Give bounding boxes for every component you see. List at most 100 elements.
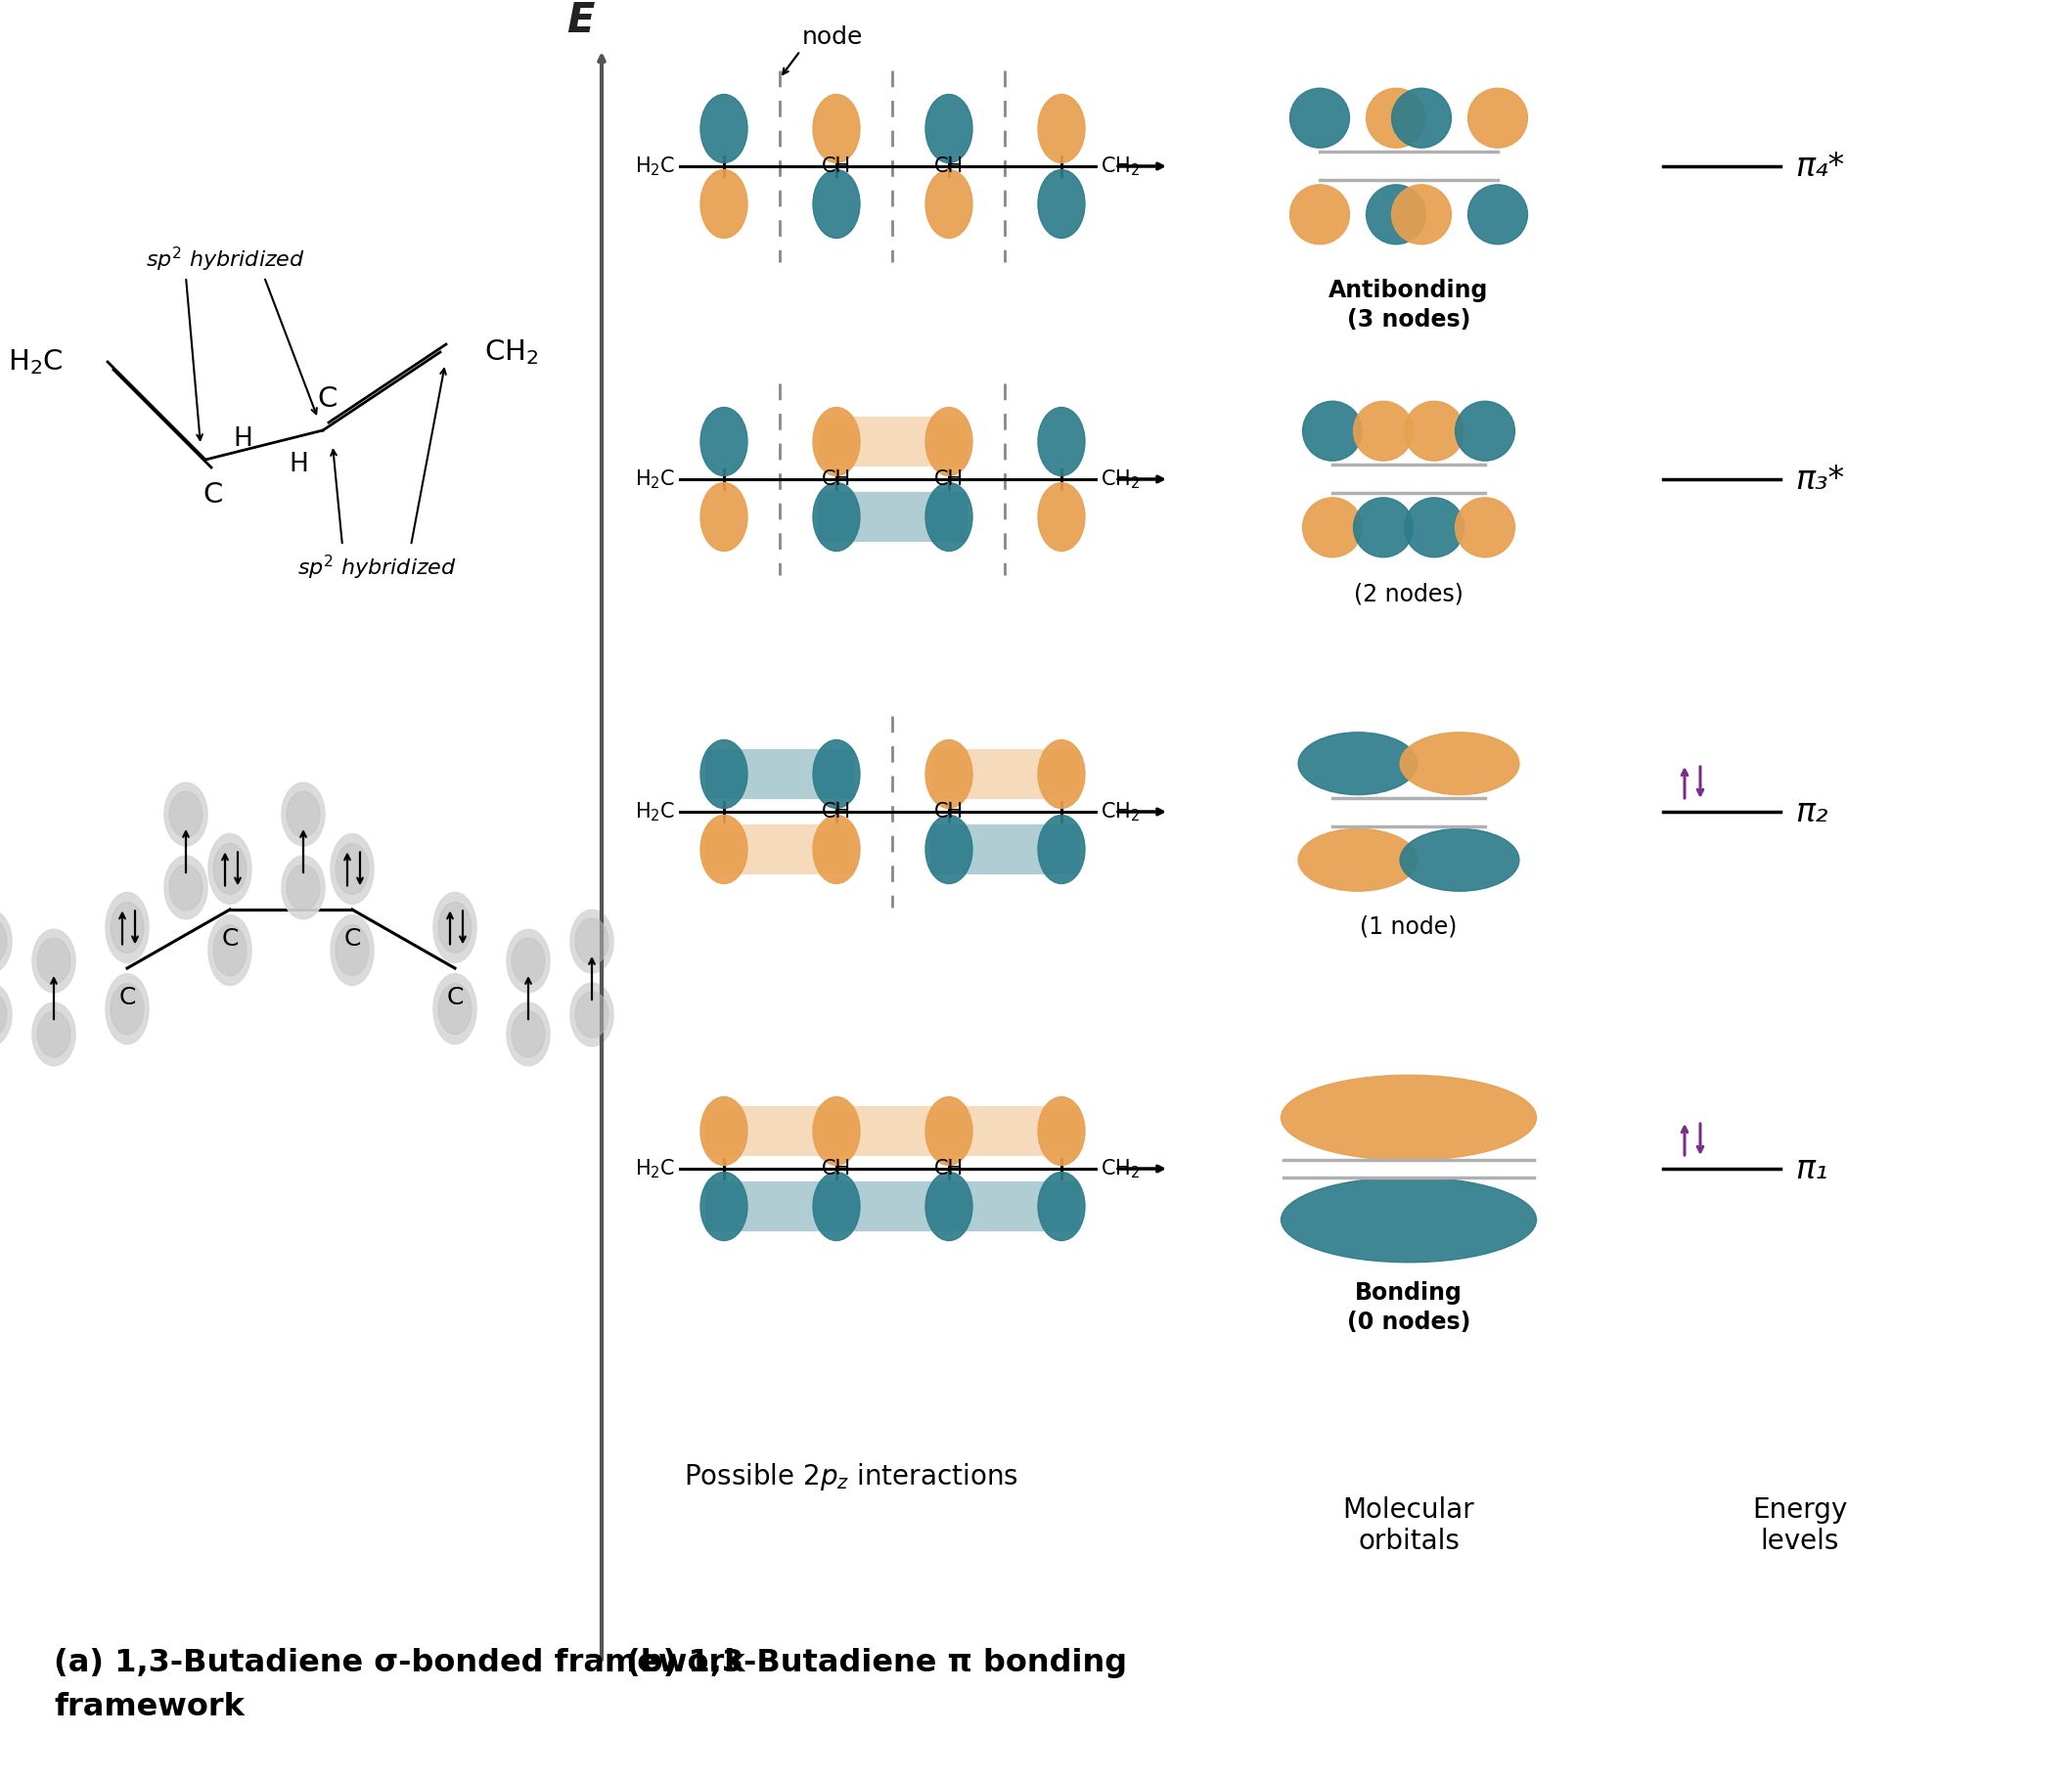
- Ellipse shape: [1365, 185, 1426, 244]
- Ellipse shape: [332, 834, 373, 904]
- Ellipse shape: [1299, 733, 1417, 795]
- Ellipse shape: [1353, 402, 1413, 461]
- Ellipse shape: [209, 834, 251, 904]
- Ellipse shape: [110, 984, 143, 1034]
- Text: node: node: [802, 25, 864, 48]
- Ellipse shape: [926, 407, 972, 475]
- Ellipse shape: [1401, 829, 1519, 891]
- Ellipse shape: [576, 918, 609, 964]
- Ellipse shape: [926, 815, 972, 884]
- Ellipse shape: [33, 1003, 75, 1066]
- FancyBboxPatch shape: [930, 749, 1080, 799]
- Ellipse shape: [106, 973, 149, 1044]
- Text: π₃*: π₃*: [1794, 463, 1844, 495]
- Text: C: C: [317, 386, 338, 413]
- Ellipse shape: [1038, 1172, 1086, 1240]
- Text: H: H: [232, 427, 253, 452]
- Ellipse shape: [700, 407, 748, 475]
- Text: CH: CH: [823, 802, 852, 822]
- Ellipse shape: [0, 984, 12, 1046]
- Ellipse shape: [336, 925, 369, 975]
- Ellipse shape: [512, 938, 545, 984]
- Text: (a) 1,3-Butadiene σ-bonded framework: (a) 1,3-Butadiene σ-bonded framework: [54, 1647, 746, 1678]
- Ellipse shape: [1280, 1075, 1537, 1160]
- Ellipse shape: [110, 902, 143, 954]
- FancyBboxPatch shape: [818, 416, 968, 466]
- Text: framework: framework: [54, 1692, 244, 1722]
- Ellipse shape: [1365, 89, 1426, 148]
- Ellipse shape: [926, 1098, 972, 1165]
- Ellipse shape: [433, 893, 477, 962]
- Text: CH: CH: [823, 470, 852, 489]
- FancyBboxPatch shape: [818, 491, 968, 543]
- Ellipse shape: [286, 865, 319, 911]
- Ellipse shape: [164, 856, 207, 920]
- Text: CH: CH: [934, 470, 963, 489]
- Ellipse shape: [1405, 498, 1465, 557]
- Ellipse shape: [1280, 1178, 1537, 1263]
- Ellipse shape: [1038, 740, 1086, 808]
- Ellipse shape: [1291, 185, 1349, 244]
- Ellipse shape: [570, 984, 613, 1046]
- Text: π₁: π₁: [1794, 1153, 1828, 1185]
- Ellipse shape: [1038, 815, 1086, 884]
- Text: $\mathrm{H_2C}$: $\mathrm{H_2C}$: [634, 468, 675, 491]
- Ellipse shape: [1038, 482, 1086, 551]
- Ellipse shape: [926, 1172, 972, 1240]
- Ellipse shape: [508, 1003, 549, 1066]
- Ellipse shape: [512, 1010, 545, 1057]
- Ellipse shape: [0, 909, 12, 973]
- Ellipse shape: [508, 929, 549, 993]
- Text: CH: CH: [934, 157, 963, 176]
- Ellipse shape: [170, 792, 203, 838]
- Text: $sp^2$ hybridized: $sp^2$ hybridized: [296, 553, 456, 582]
- Text: CH: CH: [823, 157, 852, 176]
- Text: (2 nodes): (2 nodes): [1353, 582, 1463, 605]
- Text: $\mathrm{H_2C}$: $\mathrm{H_2C}$: [634, 801, 675, 824]
- Text: $\mathrm{CH_2}$: $\mathrm{CH_2}$: [485, 338, 539, 366]
- Text: (0 nodes): (0 nodes): [1347, 1311, 1471, 1334]
- Ellipse shape: [1392, 89, 1450, 148]
- Ellipse shape: [926, 482, 972, 551]
- Ellipse shape: [1455, 402, 1515, 461]
- Ellipse shape: [812, 1098, 860, 1165]
- Ellipse shape: [700, 169, 748, 238]
- Ellipse shape: [106, 893, 149, 962]
- Ellipse shape: [700, 94, 748, 164]
- Text: (1 node): (1 node): [1359, 914, 1457, 938]
- Ellipse shape: [576, 991, 609, 1037]
- Text: E: E: [566, 0, 595, 41]
- Ellipse shape: [170, 865, 203, 911]
- Ellipse shape: [1353, 498, 1413, 557]
- FancyBboxPatch shape: [704, 749, 856, 799]
- Ellipse shape: [700, 815, 748, 884]
- Text: C: C: [445, 986, 464, 1009]
- Ellipse shape: [209, 914, 251, 986]
- Text: (3 nodes): (3 nodes): [1347, 308, 1471, 331]
- Text: $\mathrm{CH_2}$: $\mathrm{CH_2}$: [1100, 468, 1140, 491]
- Ellipse shape: [286, 792, 319, 838]
- Ellipse shape: [812, 482, 860, 551]
- Ellipse shape: [336, 843, 369, 895]
- Text: C: C: [344, 927, 361, 950]
- Ellipse shape: [812, 169, 860, 238]
- Ellipse shape: [439, 984, 472, 1034]
- Ellipse shape: [282, 783, 325, 847]
- Text: π₂: π₂: [1794, 795, 1828, 827]
- Text: $\mathrm{CH_2}$: $\mathrm{CH_2}$: [1100, 155, 1140, 178]
- Text: C: C: [203, 480, 224, 509]
- Ellipse shape: [213, 843, 247, 895]
- Text: Antibonding: Antibonding: [1328, 279, 1488, 302]
- Ellipse shape: [926, 94, 972, 164]
- Text: π₄*: π₄*: [1794, 149, 1844, 183]
- Ellipse shape: [164, 783, 207, 847]
- FancyBboxPatch shape: [930, 824, 1080, 875]
- FancyBboxPatch shape: [704, 1181, 1080, 1231]
- Ellipse shape: [332, 914, 373, 986]
- Ellipse shape: [812, 815, 860, 884]
- Ellipse shape: [1038, 94, 1086, 164]
- Ellipse shape: [0, 918, 6, 964]
- Ellipse shape: [812, 1172, 860, 1240]
- Ellipse shape: [1401, 733, 1519, 795]
- Text: Energy
levels: Energy levels: [1753, 1496, 1848, 1555]
